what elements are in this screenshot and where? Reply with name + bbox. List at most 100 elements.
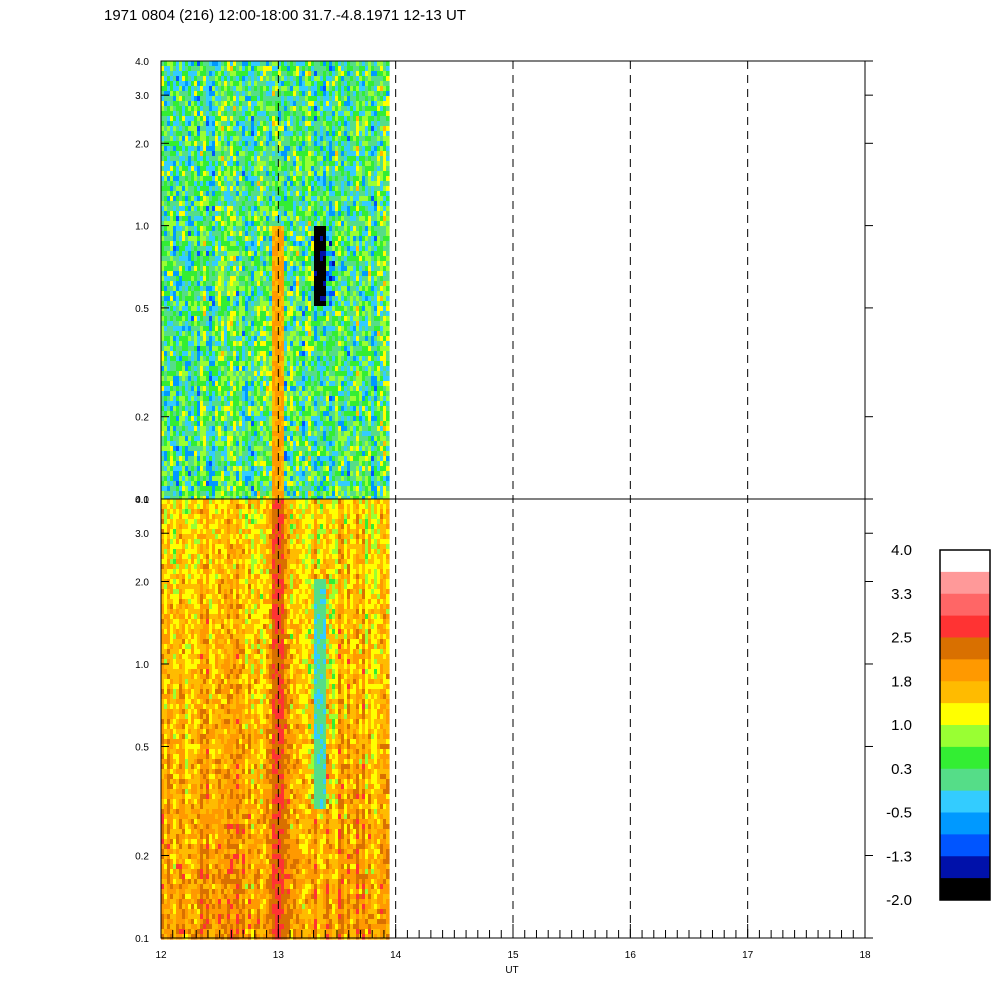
heatmap-cell xyxy=(173,491,177,497)
heatmap-cell xyxy=(209,401,213,407)
heatmap-cell xyxy=(173,471,177,477)
heatmap-cell xyxy=(182,226,186,232)
heatmap-cell xyxy=(215,311,219,317)
heatmap-cell xyxy=(281,81,285,87)
heatmap-cell xyxy=(212,241,216,247)
heatmap-cell xyxy=(206,431,210,437)
heatmap-cell xyxy=(251,261,255,267)
heatmap-cell xyxy=(269,131,273,137)
heatmap-cell xyxy=(287,431,291,437)
heatmap-cell xyxy=(239,191,243,197)
heatmap-cell xyxy=(200,321,204,327)
heatmap-cell xyxy=(245,341,249,347)
heatmap-cell xyxy=(254,436,258,442)
heatmap-cell xyxy=(236,401,240,407)
heatmap-cell xyxy=(290,211,294,217)
heatmap-cell xyxy=(164,431,168,437)
heatmap-cell xyxy=(164,456,168,462)
heatmap-cell xyxy=(161,231,165,237)
heatmap-cell xyxy=(209,146,213,152)
heatmap-cell xyxy=(173,421,177,427)
heatmap-cell xyxy=(173,296,177,302)
heatmap-cell xyxy=(263,276,267,282)
heatmap-cell xyxy=(179,471,183,477)
heatmap-cell xyxy=(203,66,207,72)
heatmap-cell xyxy=(206,481,210,487)
heatmap-cell xyxy=(212,171,216,177)
heatmap-cell xyxy=(191,416,195,422)
heatmap-cell xyxy=(284,321,288,327)
heatmap-cell xyxy=(182,256,186,262)
heatmap-cell xyxy=(263,246,267,252)
heatmap-cell xyxy=(197,256,201,262)
heatmap-cell xyxy=(212,351,216,357)
heatmap-cell xyxy=(281,61,285,67)
heatmap-cell xyxy=(173,466,177,472)
heatmap-cell xyxy=(284,176,288,182)
heatmap-cell xyxy=(290,66,294,72)
heatmap-cell xyxy=(242,276,246,282)
heatmap-cell xyxy=(182,436,186,442)
heatmap-cell xyxy=(161,336,165,342)
heatmap-cell xyxy=(263,426,267,432)
heatmap-cell xyxy=(206,286,210,292)
heatmap-cell xyxy=(170,431,174,437)
heatmap-cell xyxy=(209,86,213,92)
heatmap-cell xyxy=(260,351,264,357)
heatmap-cell xyxy=(221,181,225,187)
heatmap-cell xyxy=(218,321,222,327)
heatmap-cell xyxy=(191,101,195,107)
heatmap-cell xyxy=(242,241,246,247)
heatmap-cell xyxy=(233,81,237,87)
heatmap-cell xyxy=(191,411,195,417)
heatmap-cell xyxy=(191,351,195,357)
heatmap-cell xyxy=(164,291,168,297)
heatmap-cell xyxy=(215,151,219,157)
heatmap-cell xyxy=(248,251,252,257)
heatmap-cell xyxy=(170,121,174,127)
heatmap-cell xyxy=(173,391,177,397)
heatmap-cell xyxy=(290,91,294,97)
heatmap-cell xyxy=(185,291,189,297)
heatmap-cell xyxy=(236,121,240,127)
heatmap-cell xyxy=(230,381,234,387)
heatmap-cell xyxy=(284,406,288,412)
heatmap-cell xyxy=(257,71,261,77)
heatmap-cell xyxy=(200,211,204,217)
heatmap-cell xyxy=(260,371,264,377)
heatmap-cell xyxy=(236,391,240,397)
heatmap-cell xyxy=(263,111,267,117)
heatmap-cell xyxy=(209,291,213,297)
heatmap-cell xyxy=(278,201,282,207)
heatmap-cell xyxy=(185,356,189,362)
heatmap-cell xyxy=(233,86,237,92)
heatmap-cell xyxy=(269,216,273,222)
heatmap-cell xyxy=(233,401,237,407)
heatmap-cell xyxy=(278,296,282,302)
heatmap-cell xyxy=(194,491,198,497)
heatmap-cell xyxy=(248,156,252,162)
heatmap-cell xyxy=(221,61,225,67)
heatmap-cell xyxy=(164,356,168,362)
heatmap-cell xyxy=(161,216,165,222)
heatmap-cell xyxy=(269,486,273,492)
heatmap-cell xyxy=(167,126,171,132)
heatmap-cell xyxy=(179,166,183,172)
heatmap-cell xyxy=(188,166,192,172)
heatmap-cell xyxy=(173,126,177,132)
heatmap-cell xyxy=(194,376,198,382)
heatmap-cell xyxy=(278,326,282,332)
heatmap-cell xyxy=(272,331,276,337)
heatmap-cell xyxy=(236,486,240,492)
heatmap-cell xyxy=(194,476,198,482)
heatmap-cell xyxy=(290,136,294,142)
heatmap-cell xyxy=(209,111,213,117)
heatmap-cell xyxy=(173,351,177,357)
heatmap-cell xyxy=(203,371,207,377)
heatmap-cell xyxy=(254,66,258,72)
heatmap-cell xyxy=(239,281,243,287)
heatmap-cell xyxy=(164,361,168,367)
heatmap-cell xyxy=(173,176,177,182)
heatmap-cell xyxy=(263,61,267,67)
heatmap-cell xyxy=(263,131,267,137)
